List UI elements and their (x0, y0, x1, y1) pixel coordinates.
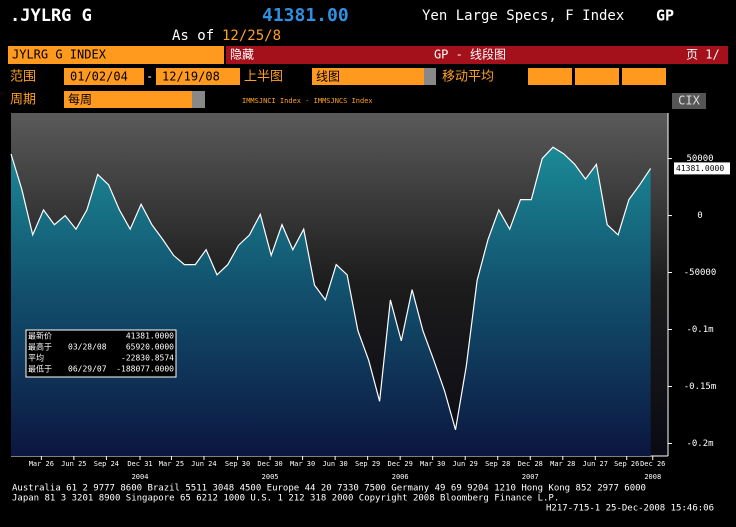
x-tick-label: Mar 28 (550, 460, 575, 468)
x-tick-label: Jun 27 (583, 460, 608, 468)
stat-value: -188077.0000 (116, 365, 174, 374)
y-tick-label: 0 (697, 211, 702, 221)
dash: - (146, 70, 153, 84)
year-label: 2004 (132, 473, 149, 481)
as-of-date: 12/25/8 (222, 28, 281, 44)
stat-date: 06/29/07 (68, 365, 107, 374)
x-tick-label: Jun 24 (191, 460, 216, 468)
x-tick-label: Sep 28 (485, 460, 510, 468)
footer-line: H217-715-1 25-Dec-2008 15:46:06 (546, 504, 714, 514)
x-tick-label: Jun 25 (61, 460, 86, 468)
function: GP (656, 7, 674, 25)
footer-line: Japan 81 3 3201 8900 Singapore 65 6212 1… (12, 494, 559, 504)
page-number: 页 1/ (686, 48, 720, 62)
upper-chart[interactable]: 上半图 (244, 70, 283, 85)
year-label: 2006 (392, 473, 409, 481)
stat-value: 65920.0000 (126, 343, 174, 352)
x-tick-label: Dec 30 (257, 460, 282, 468)
security: JYLRG G INDEX (12, 48, 107, 62)
range-label: 范围 (10, 70, 36, 85)
y-tick-label: -0.15m (684, 382, 717, 392)
ma-input[interactable] (528, 68, 572, 85)
line (10, 146, 652, 430)
year-label: 2008 (644, 473, 661, 481)
x-tick-label: Jun 30 (322, 460, 347, 468)
x-tick-label: Mar 25 (159, 460, 184, 468)
stat-value: 41381.0000 (126, 332, 174, 341)
stat-date: 03/28/08 (68, 343, 107, 352)
year-label: 2007 (522, 473, 539, 481)
hide-button[interactable]: 隐藏 (230, 48, 254, 62)
stat-name: 最低于 (28, 364, 52, 374)
x-tick-label: Sep 29 (355, 460, 380, 468)
x-tick-label: Dec 28 (518, 460, 543, 468)
security-name: Yen Large Specs, F Index (422, 8, 624, 24)
chart-subtitle: IMMSJNCI Index - IMMSJNCS Index (242, 97, 373, 105)
title-bar (226, 46, 728, 64)
x-tick-label: Mar 30 (290, 460, 315, 468)
x-tick-label: Dec 26 (640, 460, 665, 468)
end-date: 12/19/08 (162, 70, 220, 84)
period-label: 周期 (10, 93, 36, 108)
last-tag-box (674, 162, 730, 175)
footer-line: Australia 61 2 9777 8600 Brazil 5511 304… (12, 484, 646, 494)
ma-input[interactable] (622, 68, 666, 85)
ticker: .JYLRG G (10, 6, 92, 26)
start-date: 01/02/04 (70, 70, 128, 84)
stat-name: 最新价 (28, 331, 52, 341)
stat-value: -22830.8574 (121, 354, 174, 363)
x-tick-label: Sep 24 (94, 460, 119, 468)
start-input[interactable] (64, 68, 144, 85)
as-of-label: As of (172, 28, 214, 44)
screen-title: GP - 线段图 (434, 47, 506, 62)
cix: CIX (678, 94, 700, 108)
y-tick-label: -50000 (684, 268, 717, 278)
x-tick-label: Jun 29 (453, 460, 478, 468)
area (11, 147, 651, 456)
x-tick-label: Mar 30 (420, 460, 445, 468)
security-box[interactable] (8, 46, 224, 64)
moving-average: 移动平均 (442, 70, 494, 85)
period-input[interactable] (64, 91, 192, 108)
dropdown[interactable] (192, 91, 205, 108)
end-input[interactable] (156, 68, 240, 85)
x-tick-label: Dec 31 (127, 460, 152, 468)
chart-kind: 线图 (316, 70, 340, 84)
ma-input[interactable] (575, 68, 619, 85)
x-tick-label: Sep 26 (614, 460, 639, 468)
x-tick-label: Dec 29 (388, 460, 413, 468)
x-tick-label: Mar 26 (29, 460, 54, 468)
y-tick-label: 50000 (686, 154, 713, 164)
cix-button[interactable] (672, 93, 706, 109)
chart-kind-input[interactable] (312, 68, 424, 85)
y-tick-label: -0.2m (686, 439, 713, 449)
stat-name: 最高于 (28, 342, 52, 352)
stats-box (25, 329, 177, 378)
dropdown[interactable] (424, 68, 436, 85)
x-tick-label: Sep 30 (225, 460, 250, 468)
period: 每周 (68, 92, 92, 107)
price: 41381.00 (262, 5, 349, 26)
stat-name: 平均 (28, 353, 44, 363)
y-tick-label: -0.1m (686, 325, 713, 335)
last-tag: 41381.0000 (676, 164, 724, 173)
year-label: 2005 (262, 473, 279, 481)
